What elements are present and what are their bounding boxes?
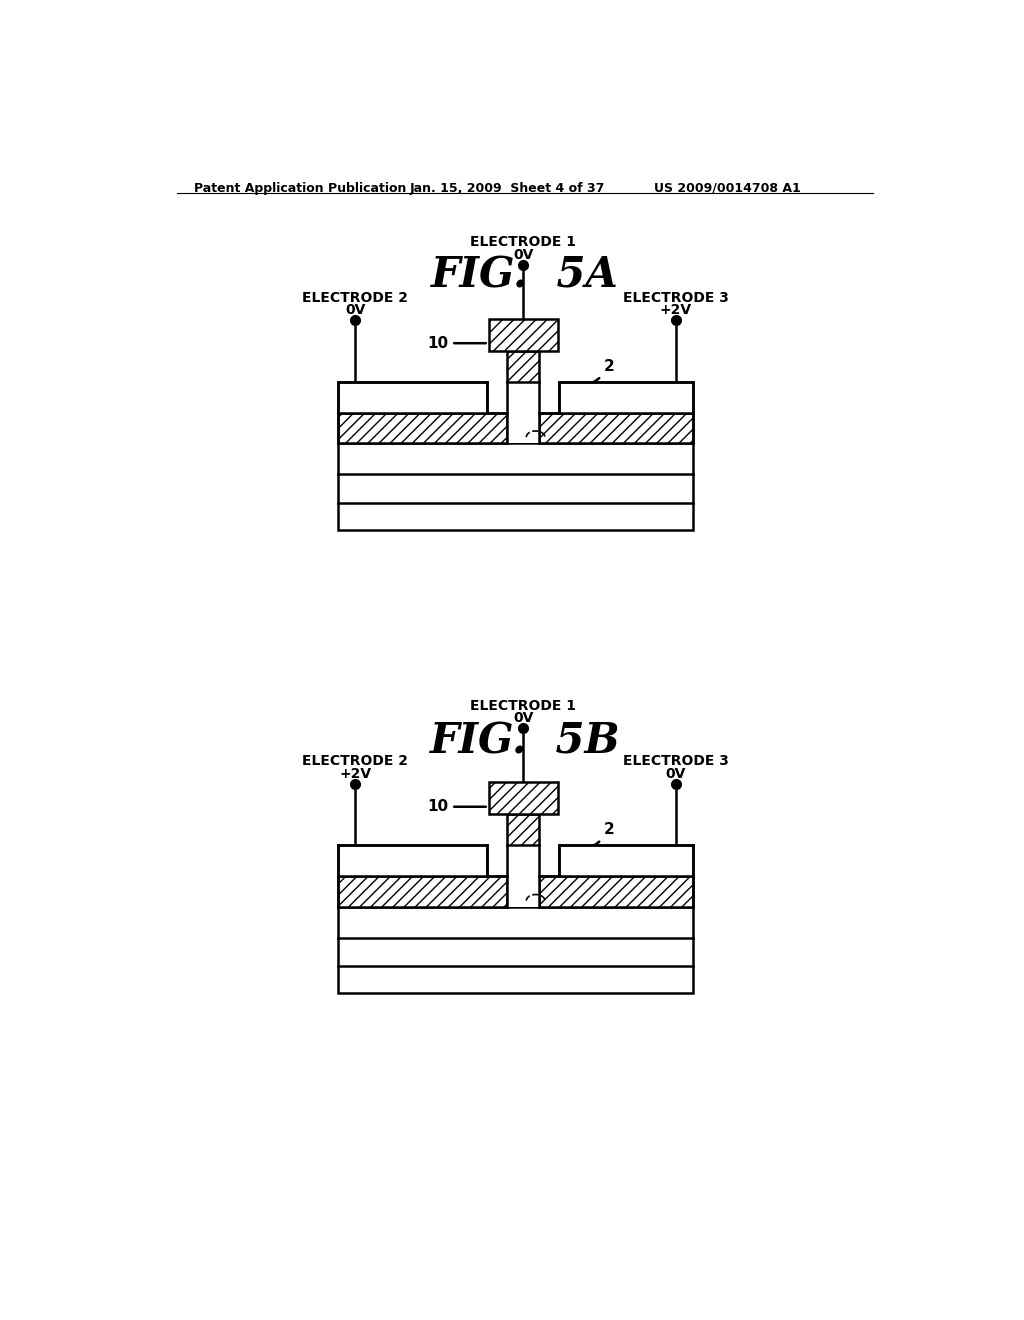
Text: ELECTRODE 3: ELECTRODE 3 <box>623 290 729 305</box>
Bar <box>488 781 558 814</box>
Text: ELECTRODE 1: ELECTRODE 1 <box>470 698 577 713</box>
Text: ELECTRODE 2: ELECTRODE 2 <box>302 290 409 305</box>
Bar <box>540 876 692 907</box>
Bar <box>339 876 507 907</box>
Text: 2: 2 <box>568 359 614 388</box>
Text: ELECTRODE 1: ELECTRODE 1 <box>470 235 577 249</box>
Bar <box>339 907 692 993</box>
Text: Jan. 15, 2009  Sheet 4 of 37: Jan. 15, 2009 Sheet 4 of 37 <box>410 182 605 194</box>
Text: US 2009/0014708 A1: US 2009/0014708 A1 <box>654 182 801 194</box>
Text: FIG.  5B: FIG. 5B <box>429 721 621 763</box>
Bar <box>507 814 540 845</box>
Bar <box>540 413 692 444</box>
Bar <box>339 381 487 412</box>
Text: 10: 10 <box>427 799 485 814</box>
Text: 10: 10 <box>427 335 485 351</box>
Bar <box>559 845 692 876</box>
Text: ELECTRODE 2: ELECTRODE 2 <box>302 754 409 768</box>
Text: 0V: 0V <box>513 248 534 261</box>
Text: ELECTRODE 3: ELECTRODE 3 <box>623 754 729 768</box>
Bar <box>339 444 692 529</box>
Text: 0V: 0V <box>513 711 534 725</box>
Text: +2V: +2V <box>659 304 692 317</box>
Bar <box>507 413 540 444</box>
Bar <box>559 381 692 412</box>
Text: 0V: 0V <box>666 767 686 780</box>
Text: Patent Application Publication: Patent Application Publication <box>194 182 407 194</box>
Text: 0V: 0V <box>345 304 366 317</box>
Bar <box>507 351 540 381</box>
Bar <box>488 318 558 351</box>
Text: FIG.  5A: FIG. 5A <box>431 255 618 297</box>
Bar <box>339 413 507 444</box>
Text: 2: 2 <box>568 822 614 851</box>
Bar <box>507 876 540 907</box>
Bar <box>339 845 487 876</box>
Text: +2V: +2V <box>339 767 372 780</box>
